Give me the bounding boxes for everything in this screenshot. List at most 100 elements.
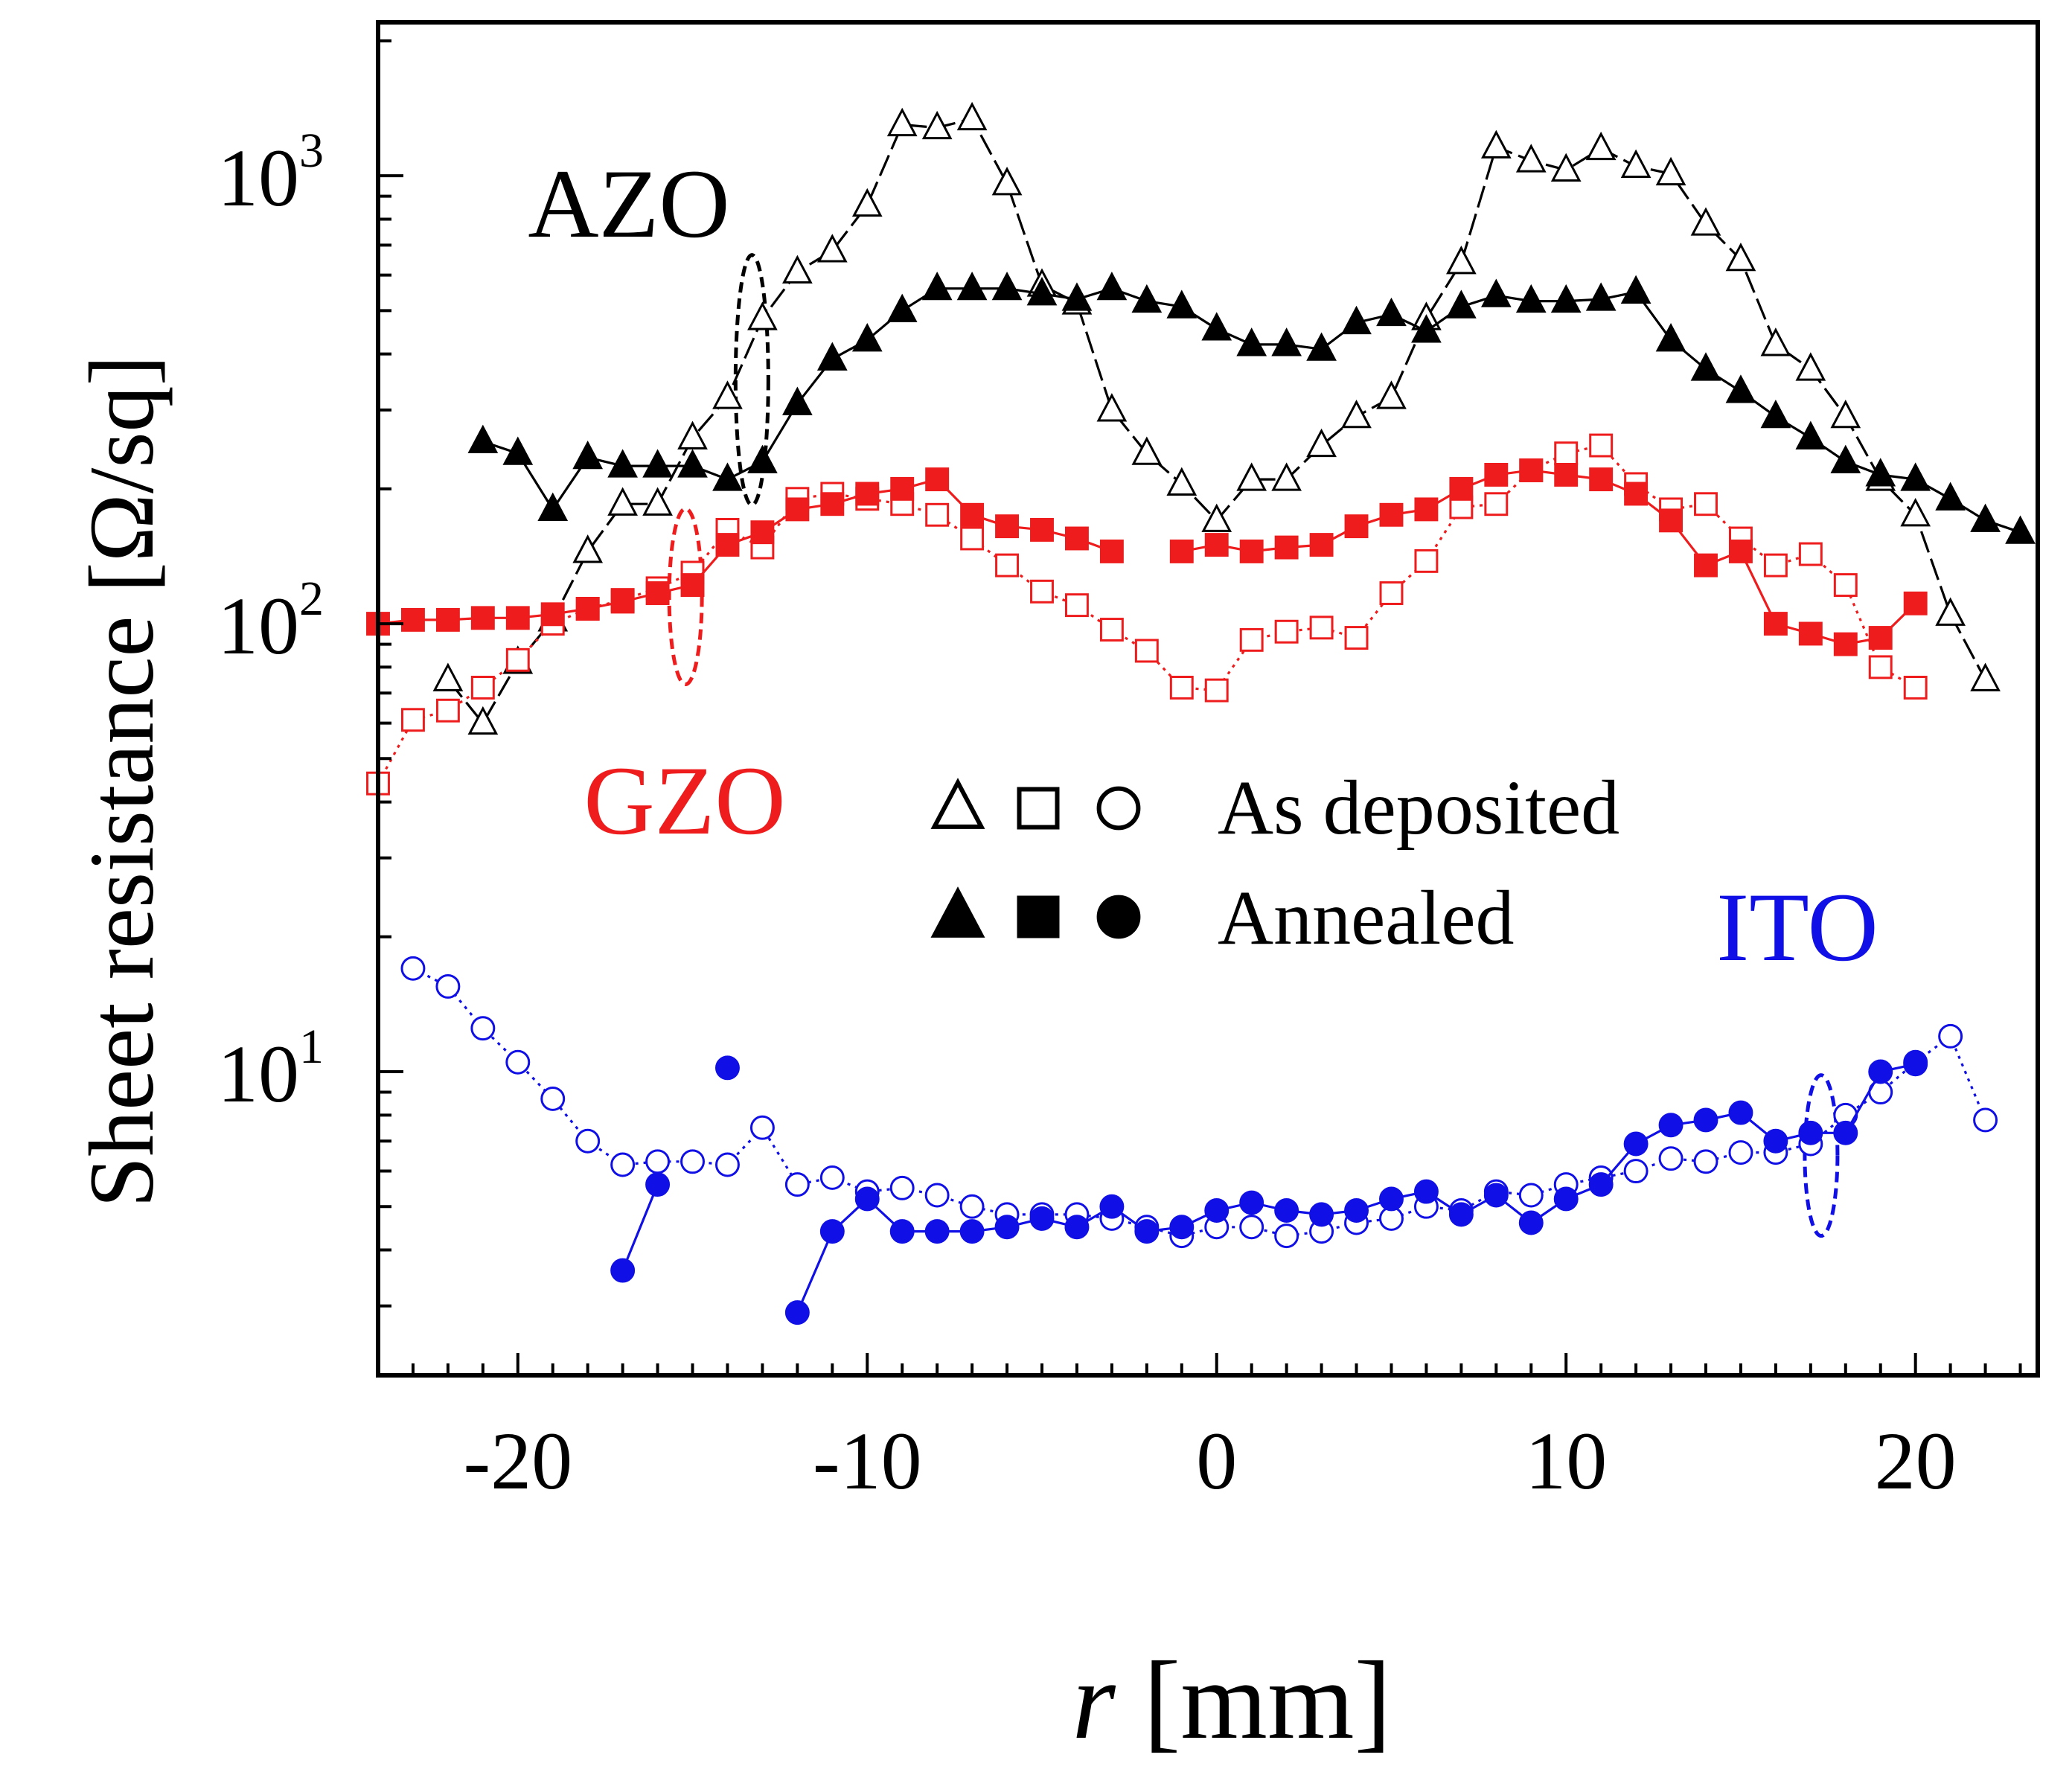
data-point-circle	[819, 1219, 845, 1244]
series-azo-annealed	[467, 271, 2036, 544]
data-point-square	[1833, 573, 1858, 598]
data-point-triangle	[782, 255, 813, 284]
data-point-square	[995, 553, 1020, 578]
data-point-triangle	[1620, 275, 1651, 304]
data-point-circle	[784, 1300, 810, 1325]
data-point-square	[890, 476, 915, 501]
legend-marker-open-square	[1017, 787, 1060, 830]
data-point-circle	[1693, 1107, 1718, 1133]
data-point-triangle	[1900, 498, 1931, 527]
x-axis-label-variable: r	[1072, 1639, 1116, 1762]
data-point-circle	[1658, 1113, 1684, 1138]
series-gzo-as-deposited	[366, 433, 1928, 796]
y-tick-base: 10	[217, 132, 299, 223]
y-axis-label: Sheet resistance [Ω/sq]	[71, 355, 173, 1208]
data-point-circle	[645, 1172, 671, 1197]
data-point-square	[1694, 553, 1718, 578]
data-point-triangle	[1271, 462, 1302, 491]
data-point-square	[1414, 548, 1439, 573]
x-axis-label: r [mm]	[1072, 1639, 1391, 1762]
series-line	[377, 444, 1916, 784]
data-point-circle	[1658, 1146, 1684, 1171]
data-point-square	[925, 502, 950, 527]
data-point-square	[1064, 526, 1089, 551]
data-point-triangle	[1970, 503, 2001, 532]
data-point-square	[1484, 463, 1509, 487]
data-point-triangle	[1480, 129, 1512, 159]
data-point-square	[960, 502, 985, 527]
data-point-square	[1134, 639, 1159, 663]
data-point-triangle	[1341, 399, 1372, 429]
legend-label-as-deposited: As deposited	[1218, 765, 1619, 851]
data-point-circle	[1344, 1198, 1369, 1223]
data-point-triangle	[1376, 380, 1407, 409]
data-point-circle	[1448, 1202, 1474, 1227]
data-point-circle	[1518, 1183, 1544, 1208]
data-point-triangle	[1550, 284, 1582, 313]
data-point-triangle	[1935, 482, 1966, 511]
data-point-triangle	[1411, 314, 1442, 343]
data-point-square	[1868, 655, 1893, 679]
data-point-triangle	[642, 449, 673, 478]
data-point-circle	[715, 1055, 740, 1081]
data-point-triangle	[921, 110, 953, 140]
data-point-circle	[1798, 1120, 1823, 1145]
data-point-triangle	[747, 301, 778, 330]
data-point-triangle	[1795, 352, 1826, 381]
series-ito-as-deposited	[400, 956, 1998, 1249]
data-point-square	[470, 606, 495, 630]
data-point-square	[1763, 612, 1788, 636]
x-tick-label: 0	[1196, 1416, 1237, 1506]
data-point-triangle	[677, 420, 708, 450]
data-point-square	[435, 607, 460, 632]
legend-marker-open-triangle	[930, 778, 985, 829]
data-point-circle	[1553, 1186, 1579, 1212]
data-point-triangle	[572, 440, 604, 470]
data-point-square	[1064, 593, 1089, 618]
data-point-circle	[819, 1165, 845, 1190]
data-point-circle	[1903, 1052, 1928, 1077]
y-tick-exponent: 3	[299, 124, 324, 178]
data-point-triangle	[2005, 515, 2036, 544]
data-point-triangle	[1341, 305, 1372, 335]
data-point-circle	[1833, 1120, 1858, 1145]
data-point-triangle	[1725, 242, 1756, 272]
data-point-triangle	[1865, 458, 1896, 487]
data-point-triangle	[1690, 352, 1721, 381]
y-tick-label: 101	[217, 1020, 324, 1119]
x-axis-label-unit: [mm]	[1116, 1639, 1392, 1762]
data-point-square	[1484, 492, 1509, 516]
data-point-square	[400, 708, 425, 732]
data-point-square	[1659, 508, 1684, 533]
y-tick-exponent: 2	[299, 572, 324, 626]
data-point-triangle	[1970, 662, 2001, 691]
data-point-square	[785, 497, 810, 522]
data-point-circle	[1728, 1100, 1753, 1125]
data-point-square	[1379, 502, 1404, 527]
data-point-triangle	[677, 449, 708, 478]
data-point-square	[1274, 619, 1299, 644]
data-point-square	[1344, 514, 1369, 539]
data-point-circle	[1204, 1198, 1230, 1223]
material-label-gzo: GZO	[583, 746, 785, 855]
data-point-circle	[1064, 1215, 1090, 1240]
data-point-square	[1449, 476, 1474, 501]
data-point-circle	[994, 1215, 1020, 1240]
x-tick-label: -10	[813, 1416, 922, 1506]
data-point-circle	[749, 1115, 775, 1140]
x-tick-label: 10	[1525, 1416, 1607, 1506]
data-point-square	[855, 482, 880, 506]
data-point-triangle	[851, 323, 883, 352]
data-point-triangle	[1166, 467, 1198, 496]
data-point-triangle	[1236, 462, 1267, 491]
data-point-circle	[959, 1194, 985, 1219]
data-point-square	[1554, 463, 1579, 487]
data-point-triangle	[991, 271, 1023, 301]
material-label-azo: AZO	[528, 149, 729, 258]
highlight-ellipses	[667, 253, 1840, 1238]
data-point-triangle	[1096, 393, 1128, 422]
data-point-square	[1239, 539, 1264, 563]
data-point-circle	[1973, 1107, 1998, 1133]
data-point-triangle	[1480, 278, 1512, 307]
data-point-triangle	[1306, 428, 1337, 458]
